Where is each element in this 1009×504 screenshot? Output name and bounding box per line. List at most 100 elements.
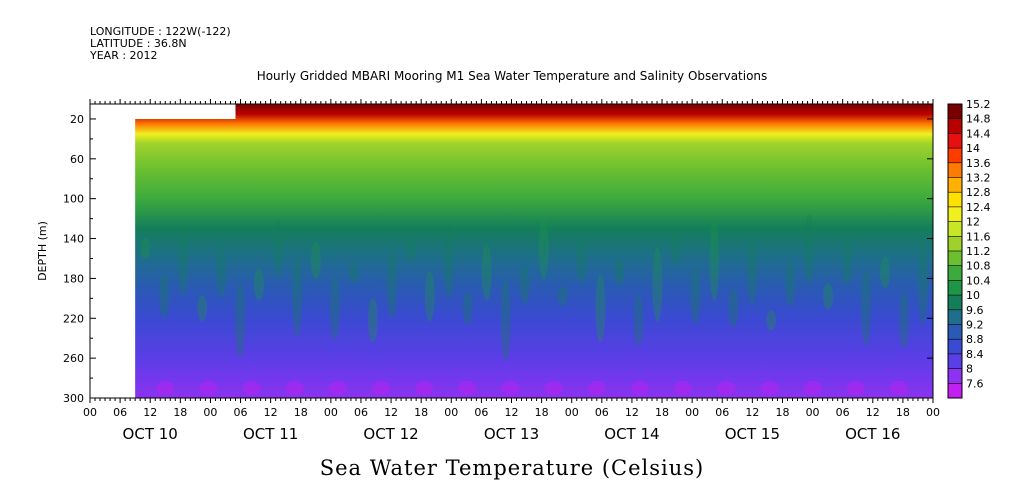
x-hour-label: 06 — [836, 406, 850, 419]
x-hour-label: 12 — [866, 406, 880, 419]
variability-streak — [481, 244, 492, 301]
y-axis: 20 60 100 140 180 220 260 300 — [63, 113, 933, 405]
x-hour-label: 18 — [294, 406, 308, 419]
x-hour-label: 12 — [745, 406, 759, 419]
deep-cold-patch — [889, 381, 908, 396]
colorbar-caption: Sea Water Temperature (Celsius) — [320, 456, 705, 480]
colorbar-label: 10.4 — [966, 274, 991, 287]
x-hour-label: 18 — [173, 406, 187, 419]
temperature-field — [135, 104, 934, 398]
x-hour-label: 12 — [264, 406, 278, 419]
deep-cold-patch — [717, 381, 736, 396]
colorbar-dividers — [948, 118, 962, 384]
chart-title: Hourly Gridded MBARI Mooring M1 Sea Wate… — [257, 69, 768, 83]
colorbar-label: 7.6 — [966, 377, 984, 390]
deep-cold-patch — [415, 381, 434, 396]
x-day-label: OCT 10 — [123, 425, 178, 443]
deep-cold-patch — [328, 381, 347, 396]
x-hour-label: 00 — [203, 406, 217, 419]
x-hour-label: 00 — [324, 406, 338, 419]
x-hour-label: 12 — [143, 406, 157, 419]
x-hour-label: 00 — [926, 406, 940, 419]
variability-streak — [671, 232, 682, 265]
x-hour-label: 12 — [625, 406, 639, 419]
colorbar-label: 13.2 — [966, 172, 991, 185]
colorbar-label: 15.2 — [966, 98, 991, 111]
deep-cold-patch — [199, 381, 218, 396]
variability-streak — [842, 235, 853, 286]
variability-streak — [405, 235, 416, 262]
colorbar-label: 8.8 — [966, 333, 984, 346]
y-tick-label: 100 — [63, 193, 84, 206]
colorbar-label: 14.4 — [966, 127, 991, 140]
x-day-label: OCT 14 — [604, 425, 659, 443]
variability-streak — [310, 241, 321, 280]
variability-streak — [595, 274, 606, 343]
variability-streak — [197, 295, 208, 322]
year-label: YEAR : 2012 — [89, 49, 158, 62]
deep-cold-patch — [674, 381, 693, 396]
plot-area — [89, 103, 934, 399]
x-hour-label: 18 — [896, 406, 910, 419]
variability-streak — [329, 277, 340, 340]
wave-layer — [140, 214, 928, 396]
variability-streak — [424, 271, 435, 322]
colorbar-label: 12 — [966, 216, 980, 229]
x-axis: 00 06 12 18 OCT 10 00 06 12 18 OCT 11 00 06 12 18 OCT … — [83, 99, 940, 443]
deep-cold-patch — [544, 381, 563, 396]
x-hour-label: 12 — [384, 406, 398, 419]
variability-streak — [367, 298, 378, 343]
variability-streak — [462, 292, 473, 325]
variability-streak — [140, 238, 151, 259]
colorbar-label: 10.8 — [966, 260, 991, 273]
variability-streak — [538, 217, 549, 280]
x-hour-label: 00 — [806, 406, 820, 419]
y-tick-label: 180 — [63, 272, 84, 285]
variability-streak — [272, 220, 283, 277]
colorbar-label: 9.2 — [966, 319, 984, 332]
variability-streak — [576, 238, 587, 283]
deep-cold-patch — [372, 381, 391, 396]
variability-streak — [557, 286, 568, 307]
deep-cold-patch — [846, 381, 865, 396]
colorbar-label: 11.6 — [966, 230, 991, 243]
variability-streak — [216, 247, 227, 298]
x-hour-label: 18 — [414, 406, 428, 419]
y-tick-label: 220 — [63, 312, 84, 325]
deep-cold-patch — [285, 381, 304, 396]
x-hour-label: 06 — [474, 406, 488, 419]
variability-streak — [785, 262, 796, 307]
colorbar-label: 14 — [966, 142, 980, 155]
variability-streak — [690, 268, 701, 325]
y-tick-label: 300 — [63, 392, 84, 405]
deep-cold-patch — [501, 381, 520, 396]
x-hour-label: 06 — [595, 406, 609, 419]
variability-streak — [861, 271, 872, 346]
deep-cold-patch — [587, 381, 606, 396]
variability-streak — [709, 220, 720, 301]
deep-cold-patch — [458, 381, 477, 396]
deep-cold-patch — [242, 381, 261, 396]
deep-cold-patch — [760, 381, 779, 396]
x-hour-label: 12 — [505, 406, 519, 419]
x-hour-label: 00 — [83, 406, 97, 419]
x-hour-label: 06 — [113, 406, 127, 419]
variability-streak — [254, 268, 265, 301]
deep-cold-patch — [803, 381, 822, 396]
x-hour-label: 18 — [655, 406, 669, 419]
x-day-label: OCT 11 — [243, 425, 298, 443]
variability-streak — [766, 310, 777, 331]
variability-streak — [519, 265, 530, 304]
x-hour-label: 00 — [444, 406, 458, 419]
variability-streak — [804, 214, 815, 283]
variability-streak — [652, 247, 663, 322]
x-hour-label: 06 — [715, 406, 729, 419]
y-tick-label: 60 — [70, 153, 84, 166]
variability-streak — [614, 259, 625, 286]
variability-streak — [917, 244, 928, 325]
variability-streak — [443, 223, 454, 298]
variability-streak — [386, 250, 397, 319]
x-hour-label: 06 — [354, 406, 368, 419]
